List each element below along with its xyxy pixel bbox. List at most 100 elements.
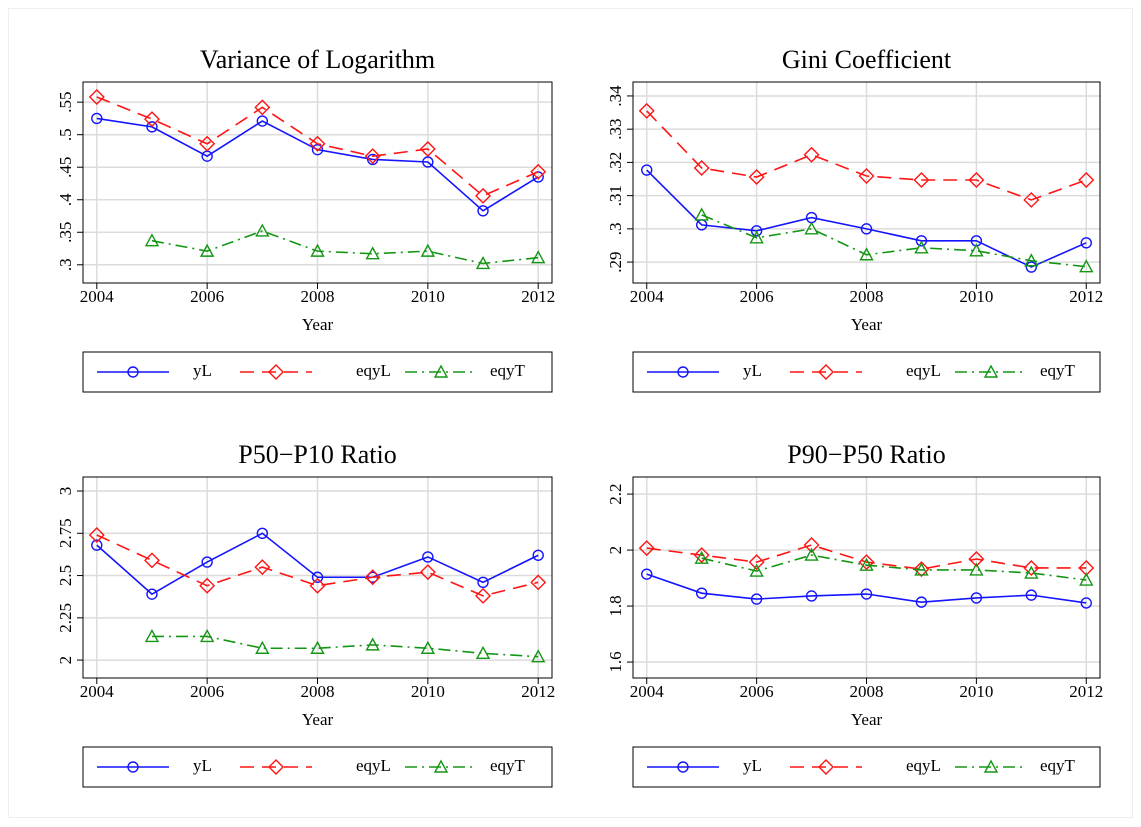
legend-label: eqyT <box>490 756 526 775</box>
marker <box>915 596 928 608</box>
marker <box>146 121 158 133</box>
marker <box>199 628 215 643</box>
marker <box>860 588 873 600</box>
legend-label: eqyT <box>1040 756 1076 775</box>
legend-label: yL <box>193 361 212 380</box>
marker <box>914 240 929 254</box>
x-tick-label: 2004 <box>630 287 665 306</box>
marker <box>143 111 160 128</box>
x-tick-label: 2012 <box>1069 682 1103 701</box>
y-tick-label: 2 <box>56 656 75 665</box>
legend-marker <box>677 366 689 378</box>
x-tick-label: 2008 <box>301 287 335 306</box>
marker <box>803 537 820 554</box>
marker <box>694 207 709 221</box>
marker <box>364 569 381 586</box>
marker <box>858 168 875 185</box>
marker <box>915 235 928 247</box>
panel: Gini Coefficient .29 .3 .31 .32 .33 .34 2004 200… <box>606 45 1103 393</box>
marker <box>749 563 764 577</box>
y-tick-label: 2.5 <box>56 565 75 586</box>
marker <box>638 540 655 557</box>
series-line <box>646 544 1087 570</box>
plot-frame <box>632 81 1101 284</box>
marker <box>858 554 875 571</box>
marker <box>143 552 160 569</box>
marker <box>365 637 380 651</box>
marker <box>475 256 491 270</box>
marker <box>748 554 765 571</box>
marker <box>748 169 765 186</box>
marker <box>969 243 984 257</box>
y-tick-label: .32 <box>606 152 625 173</box>
legend-marker <box>433 364 449 378</box>
marker <box>365 246 380 260</box>
marker <box>199 243 215 257</box>
marker <box>477 576 489 589</box>
marker <box>255 640 270 654</box>
chart-title: Variance of Logarithm <box>200 45 435 74</box>
marker <box>804 221 819 235</box>
marker <box>309 577 326 594</box>
chart-title: Gini Coefficient <box>782 45 952 74</box>
y-tick-label: .29 <box>606 251 625 272</box>
marker <box>254 559 271 576</box>
marker <box>1023 191 1040 208</box>
series-line <box>96 532 539 596</box>
legend-label: yL <box>193 756 212 775</box>
marker <box>144 628 160 643</box>
legend-marker <box>983 364 999 378</box>
figure-frame <box>8 8 1133 818</box>
marker <box>1079 259 1094 273</box>
marker <box>88 88 105 105</box>
marker <box>420 243 436 257</box>
series-line <box>151 635 539 658</box>
legend-label: eqyL <box>356 756 391 775</box>
marker <box>364 148 381 165</box>
marker <box>256 115 269 127</box>
marker <box>750 225 763 237</box>
x-axis-label: Year <box>851 315 883 334</box>
marker <box>803 146 820 163</box>
panel: Variance of Logarithm .3 .35 .4 .45 .5 .55 2004… <box>56 45 555 393</box>
x-tick-label: 2012 <box>521 287 555 306</box>
y-tick-label: .4 <box>56 193 75 206</box>
marker <box>969 562 984 576</box>
y-tick-label: 2.75 <box>56 518 75 548</box>
marker <box>532 549 544 561</box>
series-line <box>701 554 1087 581</box>
marker <box>91 112 103 125</box>
series-line <box>646 169 1087 268</box>
y-tick-label: 1.6 <box>606 651 625 672</box>
series-line <box>151 230 539 265</box>
series-line <box>646 573 1087 604</box>
x-tick-label: 2006 <box>740 682 774 701</box>
x-tick-label: 2012 <box>521 682 555 701</box>
x-axis-label: Year <box>851 710 883 729</box>
marker <box>311 571 324 583</box>
marker <box>1080 237 1092 249</box>
legend-marker <box>818 364 834 380</box>
x-tick-label: 2010 <box>959 287 993 306</box>
marker <box>968 551 985 568</box>
marker <box>475 587 492 604</box>
plot-frame <box>632 476 1101 679</box>
series-line <box>96 117 539 212</box>
legend-label: eqyT <box>1040 361 1076 380</box>
marker <box>913 172 930 188</box>
marker <box>144 233 160 247</box>
y-tick-label: 2.25 <box>56 603 75 633</box>
marker <box>311 143 324 156</box>
x-tick-label: 2008 <box>850 682 884 701</box>
x-tick-label: 2012 <box>1069 287 1103 306</box>
marker <box>422 156 434 168</box>
series-line <box>701 214 1087 268</box>
marker <box>750 593 763 605</box>
marker <box>968 172 985 188</box>
chart-title: P50−P10 Ratio <box>238 440 396 469</box>
legend-marker <box>127 366 139 378</box>
legend-label: yL <box>743 756 762 775</box>
x-tick-label: 2006 <box>190 287 224 306</box>
